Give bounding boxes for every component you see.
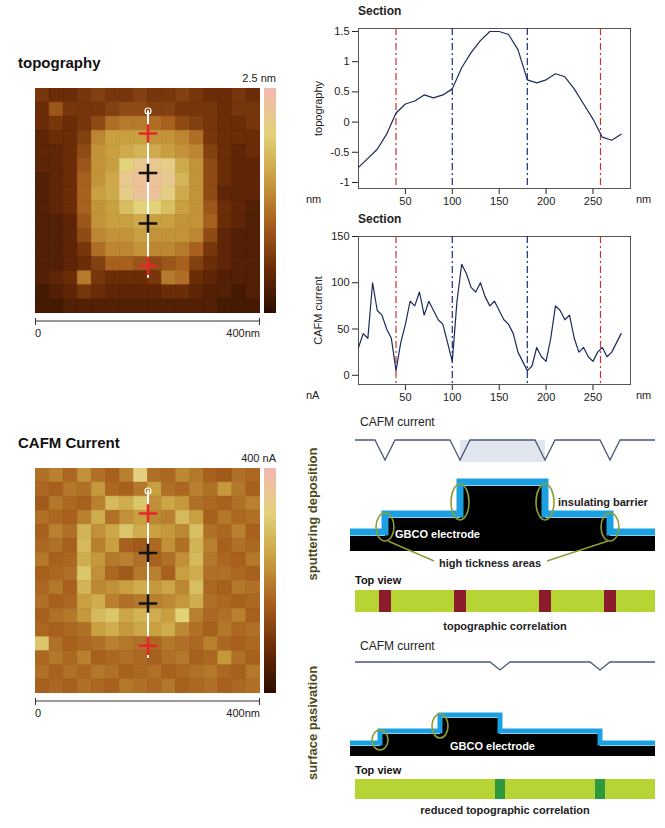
svg-text:150: 150 <box>490 391 508 403</box>
html-text:nm: nm <box>636 389 652 401</box>
svg-text:200: 200 <box>537 391 555 403</box>
html-text:2.5 nm: 2.5 nm <box>242 72 276 84</box>
svg-text:100: 100 <box>443 391 461 403</box>
svg-text:400nm: 400nm <box>226 707 260 719</box>
svg-text:0: 0 <box>343 116 349 128</box>
svg-text:50: 50 <box>399 391 411 403</box>
svg-text:GBCO electrode: GBCO electrode <box>450 740 535 752</box>
svg-text:-1: -1 <box>340 176 350 188</box>
svg-text:1.5: 1.5 <box>334 25 349 37</box>
svg-text:150: 150 <box>490 195 508 207</box>
html-text:Section: Section <box>358 212 402 226</box>
svg-text:50: 50 <box>337 323 349 335</box>
svg-text:100: 100 <box>331 276 349 288</box>
svg-text:-0.5: -0.5 <box>331 146 350 158</box>
svg-text:100: 100 <box>443 195 461 207</box>
svg-text:400nm: 400nm <box>226 327 260 339</box>
svg-text:1: 1 <box>343 55 349 67</box>
html-text:CAFM Current: CAFM Current <box>18 434 120 451</box>
svg-text:high tickness areas: high tickness areas <box>439 557 541 569</box>
svg-text:CAFM current: CAFM current <box>360 415 435 429</box>
svg-text:0: 0 <box>35 707 41 719</box>
svg-text:topographic correlation: topographic correlation <box>443 620 567 632</box>
svg-text:GBCO electrode: GBCO electrode <box>395 528 480 540</box>
svg-text:surface pasivation: surface pasivation <box>305 666 320 780</box>
html-text:Section: Section <box>358 4 402 18</box>
svg-text:reduced topographic correlatio: reduced topographic correlation <box>420 804 590 816</box>
svg-text:CAFM current: CAFM current <box>312 276 324 344</box>
svg-text:topography: topography <box>312 80 324 136</box>
html-text:topography: topography <box>18 54 101 71</box>
svg-text:insulating barrier: insulating barrier <box>558 496 649 508</box>
svg-text:Top view: Top view <box>355 764 402 776</box>
svg-text:50: 50 <box>399 195 411 207</box>
svg-text:sputtering deposition: sputtering deposition <box>305 448 320 581</box>
svg-text:250: 250 <box>584 195 602 207</box>
svg-text:200: 200 <box>537 195 555 207</box>
svg-text:Top view: Top view <box>355 574 402 586</box>
svg-text:0: 0 <box>35 327 41 339</box>
svg-text:150: 150 <box>331 230 349 242</box>
html-text:400 nA: 400 nA <box>241 452 276 464</box>
svg-text:250: 250 <box>584 391 602 403</box>
svg-text:CAFM current: CAFM current <box>360 639 435 653</box>
html-text:nA: nA <box>306 389 320 401</box>
html-text:nm: nm <box>636 193 652 205</box>
svg-text:0: 0 <box>343 369 349 381</box>
html-text:nm: nm <box>306 193 322 205</box>
svg-text:0.5: 0.5 <box>334 85 349 97</box>
